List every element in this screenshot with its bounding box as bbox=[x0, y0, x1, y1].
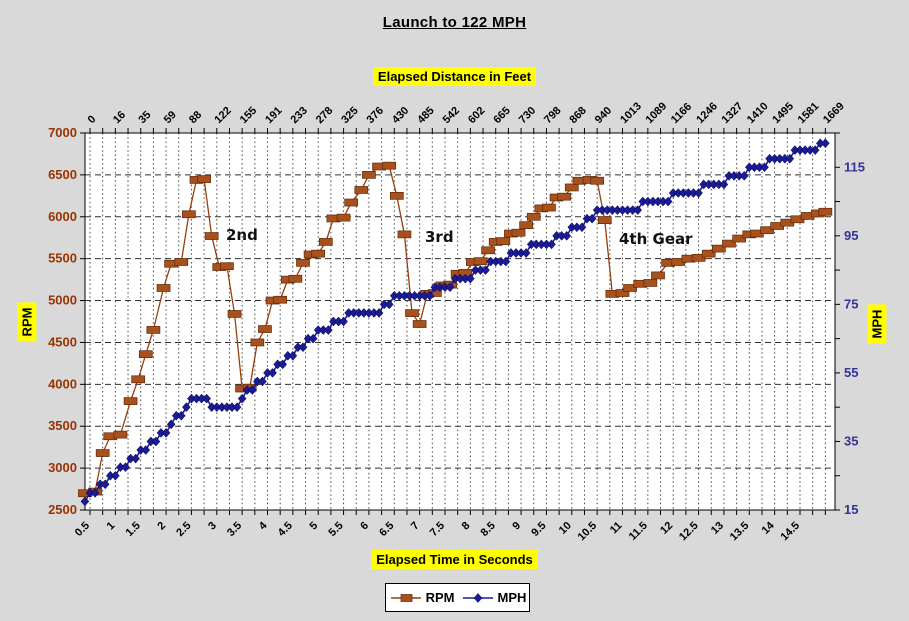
svg-text:868: 868 bbox=[567, 105, 588, 126]
svg-text:3.5: 3.5 bbox=[225, 520, 244, 539]
svg-text:10.5: 10.5 bbox=[576, 520, 600, 544]
bottom-axis-label-row: Elapsed Time in Seconds bbox=[0, 550, 909, 569]
svg-text:13.5: 13.5 bbox=[728, 520, 752, 544]
svg-text:75: 75 bbox=[844, 296, 858, 311]
mph-series-marker-icon bbox=[462, 592, 493, 603]
svg-text:5000: 5000 bbox=[48, 293, 77, 308]
svg-text:7: 7 bbox=[409, 520, 422, 533]
legend-label-rpm: RPM bbox=[425, 590, 455, 605]
svg-text:665: 665 bbox=[491, 105, 512, 126]
svg-text:3: 3 bbox=[206, 520, 219, 533]
svg-text:4500: 4500 bbox=[48, 334, 77, 349]
svg-text:14.5: 14.5 bbox=[778, 520, 802, 544]
svg-text:5: 5 bbox=[308, 520, 321, 533]
svg-text:8: 8 bbox=[460, 520, 473, 533]
legend-item-mph: MPH bbox=[461, 590, 527, 605]
svg-text:4.5: 4.5 bbox=[276, 520, 295, 539]
svg-text:233: 233 bbox=[288, 105, 309, 126]
svg-text:88: 88 bbox=[187, 109, 204, 126]
svg-text:4000: 4000 bbox=[48, 376, 77, 391]
top-axis-label-row: Elapsed Distance in Feet bbox=[0, 67, 909, 86]
svg-text:325: 325 bbox=[339, 105, 360, 126]
svg-text:2.5: 2.5 bbox=[174, 520, 193, 539]
svg-text:0.5: 0.5 bbox=[73, 520, 92, 539]
chart-legend: RPM MPH bbox=[385, 583, 530, 612]
svg-text:3500: 3500 bbox=[48, 418, 77, 433]
svg-text:1013: 1013 bbox=[618, 100, 644, 126]
svg-text:55: 55 bbox=[844, 365, 858, 380]
svg-text:376: 376 bbox=[365, 105, 386, 126]
svg-text:35: 35 bbox=[136, 109, 153, 126]
svg-text:12: 12 bbox=[658, 520, 675, 537]
left-axis-label: RPM bbox=[17, 302, 37, 342]
svg-text:8.5: 8.5 bbox=[479, 520, 498, 539]
right-axis-label: MPH bbox=[867, 304, 887, 344]
svg-text:12.5: 12.5 bbox=[677, 520, 701, 544]
svg-text:1410: 1410 bbox=[745, 100, 771, 126]
svg-text:7000: 7000 bbox=[48, 125, 77, 140]
svg-text:122: 122 bbox=[212, 105, 233, 126]
svg-text:9: 9 bbox=[510, 520, 523, 533]
svg-text:6: 6 bbox=[358, 520, 371, 533]
svg-text:16: 16 bbox=[111, 109, 128, 126]
annotation-3rd-gear: 3rd bbox=[425, 228, 454, 246]
svg-text:1581: 1581 bbox=[796, 100, 822, 126]
svg-text:542: 542 bbox=[441, 105, 462, 126]
svg-text:1166: 1166 bbox=[669, 101, 694, 126]
svg-text:11: 11 bbox=[608, 520, 625, 537]
svg-text:95: 95 bbox=[844, 228, 858, 243]
svg-text:13: 13 bbox=[709, 520, 726, 537]
svg-text:2: 2 bbox=[155, 520, 168, 533]
svg-text:5.5: 5.5 bbox=[326, 520, 345, 539]
legend-item-rpm: RPM bbox=[389, 590, 455, 605]
annotation-4th-gear: 4th Gear bbox=[619, 230, 693, 248]
annotation-2nd-gear: 2nd bbox=[226, 226, 258, 244]
svg-text:11.5: 11.5 bbox=[627, 520, 650, 543]
svg-text:2500: 2500 bbox=[48, 502, 77, 517]
svg-text:6500: 6500 bbox=[48, 167, 77, 182]
svg-text:115: 115 bbox=[844, 159, 865, 174]
svg-text:1.5: 1.5 bbox=[124, 520, 143, 539]
rpm-series-marker-icon bbox=[390, 593, 421, 602]
svg-text:59: 59 bbox=[162, 109, 179, 126]
svg-text:6.5: 6.5 bbox=[377, 520, 396, 539]
svg-text:1: 1 bbox=[105, 520, 118, 533]
title-row: Launch to 122 MPH bbox=[0, 14, 909, 32]
svg-text:10: 10 bbox=[557, 520, 574, 537]
svg-text:0: 0 bbox=[86, 113, 99, 126]
right-axis-label-wrap: MPH bbox=[867, 304, 887, 344]
svg-text:35: 35 bbox=[844, 433, 858, 448]
svg-text:15: 15 bbox=[844, 502, 858, 517]
svg-text:155: 155 bbox=[238, 105, 259, 126]
legend-label-mph: MPH bbox=[497, 590, 527, 605]
top-axis-label: Elapsed Distance in Feet bbox=[372, 67, 537, 86]
svg-text:3000: 3000 bbox=[48, 460, 77, 475]
svg-text:485: 485 bbox=[415, 105, 436, 126]
svg-text:602: 602 bbox=[466, 105, 487, 126]
svg-text:7.5: 7.5 bbox=[428, 520, 447, 539]
svg-text:1669: 1669 bbox=[821, 100, 847, 126]
chart-title: Launch to 122 MPH bbox=[382, 14, 527, 31]
svg-text:730: 730 bbox=[517, 105, 538, 126]
svg-text:4: 4 bbox=[257, 519, 270, 532]
svg-text:6000: 6000 bbox=[48, 209, 77, 224]
svg-text:1327: 1327 bbox=[720, 100, 746, 126]
svg-text:1246: 1246 bbox=[694, 100, 720, 126]
svg-text:1089: 1089 bbox=[643, 100, 669, 126]
bottom-axis-label: Elapsed Time in Seconds bbox=[371, 550, 538, 569]
svg-text:1495: 1495 bbox=[770, 100, 796, 126]
left-axis-label-wrap: RPM bbox=[17, 302, 37, 342]
svg-text:940: 940 bbox=[593, 105, 614, 126]
svg-text:9.5: 9.5 bbox=[529, 520, 548, 539]
svg-text:14: 14 bbox=[760, 519, 778, 537]
svg-text:798: 798 bbox=[542, 105, 563, 126]
svg-text:5500: 5500 bbox=[48, 251, 77, 266]
svg-text:278: 278 bbox=[314, 105, 335, 126]
svg-text:191: 191 bbox=[263, 105, 284, 126]
svg-text:430: 430 bbox=[390, 105, 411, 126]
